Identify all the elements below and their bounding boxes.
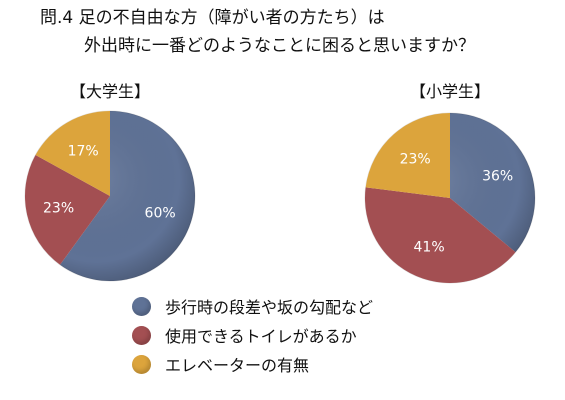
question-title-line-1: 問.4 足の不自由な方（障がい者の方たち）は	[40, 8, 385, 28]
legend-item-elevator: エレベーターの有無	[132, 351, 373, 377]
legend-swatch-elevator	[132, 354, 151, 374]
pie-charts: 60% 23% 17% 36% 41% 23%	[24, 110, 536, 284]
pie-label-elementary-steps: 36%	[482, 169, 513, 185]
question-title-line-2: 外出時に一番どのようなことに困ると思いますか？	[84, 36, 475, 56]
pie-slice-university-elevator	[35, 111, 110, 196]
legend-label-steps: 歩行時の段差や坂の勾配など	[165, 298, 374, 317]
legend-item-toilet: 使用できるトイレがあるか	[132, 322, 373, 348]
legend-label-elevator: エレベーターの有無	[165, 356, 310, 375]
pie-title-university: 【大学生】	[70, 82, 151, 101]
pie-slice-elementary-toilet	[365, 187, 516, 284]
pie-slice-university-toilet	[24, 155, 111, 265]
pie-label-university-steps: 60%	[145, 205, 176, 221]
legend-swatch-toilet	[132, 325, 151, 345]
pie-label-elementary-elevator: 23%	[400, 151, 431, 167]
legend-swatch-steps	[132, 296, 151, 316]
pie-label-university-elevator: 17%	[68, 144, 99, 160]
pie-title-elementary: 【小学生】	[410, 82, 491, 101]
legend: 歩行時の段差や坂の勾配など 使用できるトイレがあるか エレベーターの有無	[132, 293, 373, 380]
legend-label-toilet: 使用できるトイレがあるか	[165, 327, 357, 346]
pie-slice-elementary-elevator	[365, 113, 450, 198]
pie-label-university-toilet: 23%	[43, 200, 74, 216]
pie-label-elementary-toilet: 41%	[414, 239, 445, 255]
legend-item-steps: 歩行時の段差や坂の勾配など	[132, 293, 373, 319]
